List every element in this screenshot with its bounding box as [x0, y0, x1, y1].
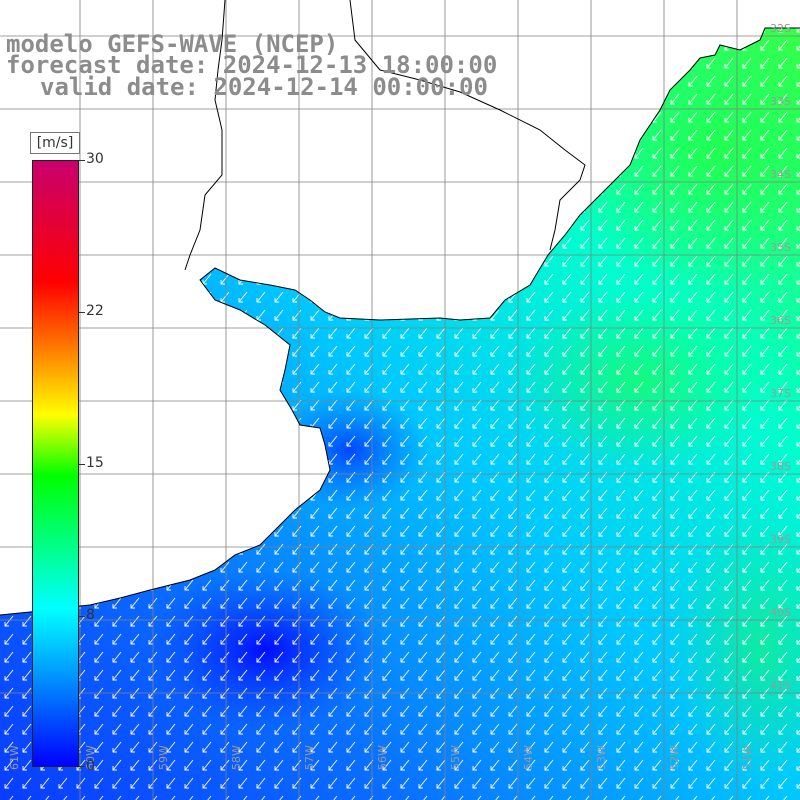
- lat-label: 34S: [770, 168, 791, 181]
- legend-tick-mark: [79, 616, 85, 617]
- legend-tick-mark: [79, 766, 85, 767]
- lon-label: 54W: [522, 745, 535, 770]
- legend-tick-22: 22: [86, 303, 104, 319]
- legend-tick-8: 8: [86, 607, 95, 623]
- legend-unit-label: [m/s]: [30, 132, 80, 154]
- lon-label: 58W: [230, 745, 243, 770]
- lon-label: 51W: [741, 745, 754, 770]
- lat-label: 36S: [770, 314, 791, 327]
- valid-date: valid date: 2024-12-14 00:00:00: [40, 73, 488, 101]
- lon-label: 56W: [376, 745, 389, 770]
- lat-label: 40S: [770, 606, 791, 619]
- lon-label: 60W: [84, 745, 97, 770]
- legend-tick-15: 15: [86, 455, 104, 471]
- lon-label: 59W: [157, 745, 170, 770]
- legend-tick-0: 0: [86, 758, 95, 774]
- model-title: modelo GEFS-WAVE (NCEP): [6, 30, 339, 58]
- lon-label: 57W: [303, 745, 316, 770]
- lon-label: 52W: [668, 745, 681, 770]
- lon-label: 61W: [8, 745, 21, 770]
- lon-label: 53W: [595, 745, 608, 770]
- lat-label: 37S: [770, 387, 791, 400]
- lon-label: 55W: [449, 745, 462, 770]
- lat-label: 32S: [770, 22, 791, 35]
- legend-tick-mark: [79, 312, 85, 313]
- lat-label: 35S: [770, 241, 791, 254]
- lat-label: 41S: [770, 679, 791, 692]
- latitude-labels: 32S 33S 34S 35S 36S 37S 38S 39S 40S 41S: [770, 22, 791, 692]
- forecast-date: forecast date: 2024-12-13 18:00:00: [6, 51, 498, 79]
- lat-label: 33S: [770, 95, 791, 108]
- lat-label: 39S: [770, 533, 791, 546]
- coastline: [0, 0, 800, 616]
- legend-tick-30: 30: [86, 151, 104, 167]
- legend-tick-mark: [79, 160, 85, 161]
- longitude-labels: 61W 60W 59W 58W 57W 56W 55W 54W 53W 52W …: [8, 745, 754, 770]
- legend-tick-mark: [79, 464, 85, 465]
- lat-label: 38S: [770, 460, 791, 473]
- color-bar: [32, 160, 79, 767]
